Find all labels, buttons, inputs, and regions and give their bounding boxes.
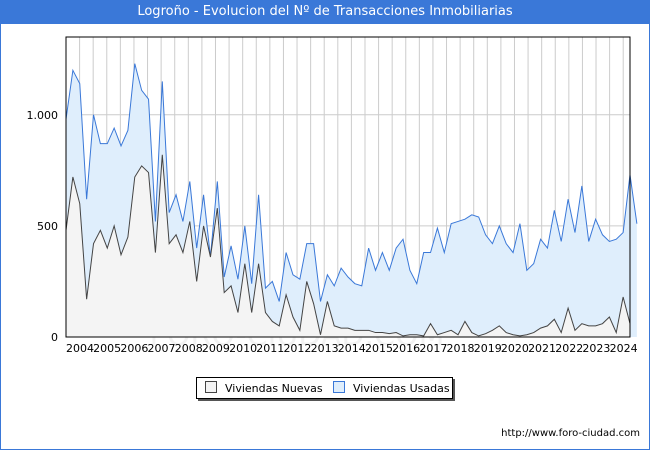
series-nuevas-area: [66, 154, 630, 337]
legend-label-usadas: Viviendas Usadas: [353, 382, 450, 395]
y-tick-label: 500: [37, 220, 58, 233]
legend: Viviendas Nuevas Viviendas Usadas: [196, 377, 453, 399]
x-tick-label: 2014: [338, 342, 366, 355]
x-tick-label: 2005: [93, 342, 121, 355]
x-tick-label: 2006: [120, 342, 148, 355]
x-tick-label: 2012: [283, 342, 311, 355]
x-tick-label: 2010: [229, 342, 257, 355]
x-tick-label: 2009: [202, 342, 230, 355]
series-usadas-line: [65, 63, 638, 302]
legend-item-nuevas: Viviendas Nuevas: [205, 381, 323, 395]
y-tick-label: 1.000: [27, 109, 59, 122]
series-nuevas-line: [65, 154, 631, 337]
x-tick-label: 2019: [474, 342, 502, 355]
x-tick-label: 2021: [528, 342, 556, 355]
x-tick-label: 2022: [555, 342, 583, 355]
x-tick-label: 2017: [419, 342, 447, 355]
chart-title: Logroño - Evolucion del Nº de Transaccio…: [0, 0, 650, 24]
x-tick-label: 2020: [501, 342, 529, 355]
x-tick-label: 2004: [66, 342, 94, 355]
x-tick-label: 2024: [610, 342, 638, 355]
x-tick-label: 2015: [365, 342, 393, 355]
x-tick-label: 2016: [392, 342, 420, 355]
x-tick-label: 2008: [175, 342, 203, 355]
x-tick-label: 2018: [447, 342, 475, 355]
source-url: http://www.foro-ciudad.com: [501, 428, 640, 439]
x-tick-label: 2013: [311, 342, 339, 355]
x-tick-label: 2007: [148, 342, 176, 355]
y-tick-label: 0: [51, 331, 58, 344]
legend-item-usadas: Viviendas Usadas: [333, 381, 450, 395]
legend-swatch-usadas: [333, 381, 345, 393]
x-tick-label: 2011: [256, 342, 284, 355]
legend-swatch-nuevas: [205, 381, 217, 393]
legend-label-nuevas: Viviendas Nuevas: [225, 382, 323, 395]
plot-border: [65, 36, 631, 338]
x-tick-label: 2023: [582, 342, 610, 355]
